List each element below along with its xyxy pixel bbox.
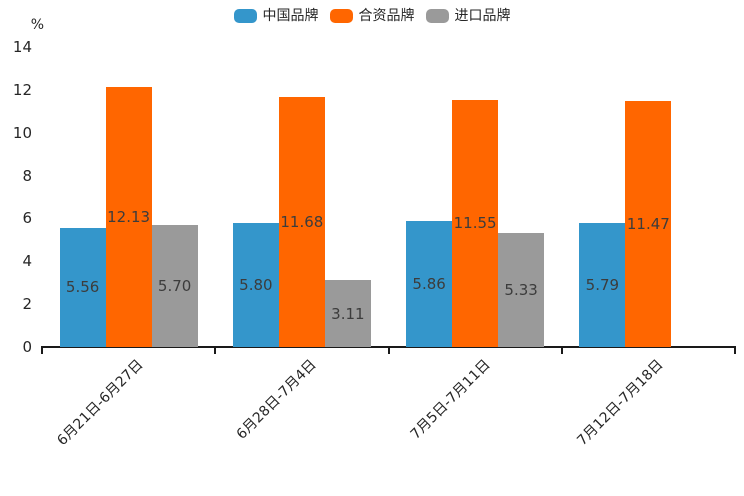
legend-label: 进口品牌 bbox=[454, 8, 511, 24]
bar-series-0 bbox=[232, 222, 279, 347]
x-tick-label: 6月21日-6月27日 bbox=[54, 356, 147, 449]
bar-series-2 bbox=[324, 280, 371, 347]
legend-label: 合资品牌 bbox=[358, 8, 415, 24]
legend-swatch-icon bbox=[329, 9, 353, 23]
legend-swatch-icon bbox=[233, 9, 257, 23]
x-axis-tick bbox=[387, 346, 390, 354]
legend-item: 进口品牌 bbox=[425, 8, 511, 24]
bar-value-label: 12.13 bbox=[107, 208, 151, 227]
bar-series-1 bbox=[452, 99, 499, 347]
x-axis-tick bbox=[734, 346, 736, 354]
bar-value-label: 3.11 bbox=[331, 304, 365, 323]
y-tick-label: 2 bbox=[22, 295, 32, 314]
legend-label: 中国品牌 bbox=[262, 8, 319, 24]
y-tick-label: 12 bbox=[12, 80, 32, 99]
bar-value-label: 5.79 bbox=[585, 275, 620, 294]
legend-item: 合资品牌 bbox=[329, 8, 415, 24]
legend: 中国品牌 合资品牌 进口品牌 bbox=[0, 8, 744, 24]
x-axis-tick bbox=[214, 346, 217, 354]
y-tick-label: 14 bbox=[12, 38, 32, 56]
bar-series-2 bbox=[498, 232, 545, 347]
bar-value-label: 11.47 bbox=[626, 215, 670, 234]
y-tick-label: 6 bbox=[22, 209, 32, 228]
bar-value-label: 5.33 bbox=[504, 280, 538, 299]
bar-value-label: 5.70 bbox=[157, 276, 192, 295]
legend-swatch-icon bbox=[425, 9, 449, 23]
legend-item: 中国品牌 bbox=[233, 8, 319, 24]
bar-series-0 bbox=[59, 227, 106, 347]
y-axis-unit-label: % bbox=[30, 17, 44, 33]
bar-value-label: 5.56 bbox=[65, 278, 100, 297]
x-tick-label: 7月5日-7月11日 bbox=[407, 356, 494, 443]
bar-series-0 bbox=[579, 222, 626, 347]
bar-value-label: 5.80 bbox=[239, 275, 273, 294]
y-tick-label: 4 bbox=[22, 252, 32, 271]
y-tick-label: 10 bbox=[12, 123, 32, 142]
x-axis-tick bbox=[41, 346, 43, 354]
y-tick-label: 8 bbox=[22, 166, 32, 185]
bar-value-label: 11.68 bbox=[280, 212, 324, 231]
bar-series-1 bbox=[625, 101, 672, 347]
bar-series-0 bbox=[406, 221, 453, 347]
x-tick-label: 6月28日-7月4日 bbox=[233, 356, 320, 443]
bar-series-1 bbox=[278, 96, 325, 347]
bar-series-1 bbox=[105, 87, 152, 347]
bar-value-label: 11.55 bbox=[453, 214, 497, 233]
x-axis-tick bbox=[560, 346, 563, 354]
bar-series-2 bbox=[151, 224, 198, 347]
bar-value-label: 5.86 bbox=[412, 275, 446, 294]
x-tick-label: 7月12日-7月18日 bbox=[574, 356, 667, 449]
y-tick-label: 0 bbox=[22, 338, 32, 356]
